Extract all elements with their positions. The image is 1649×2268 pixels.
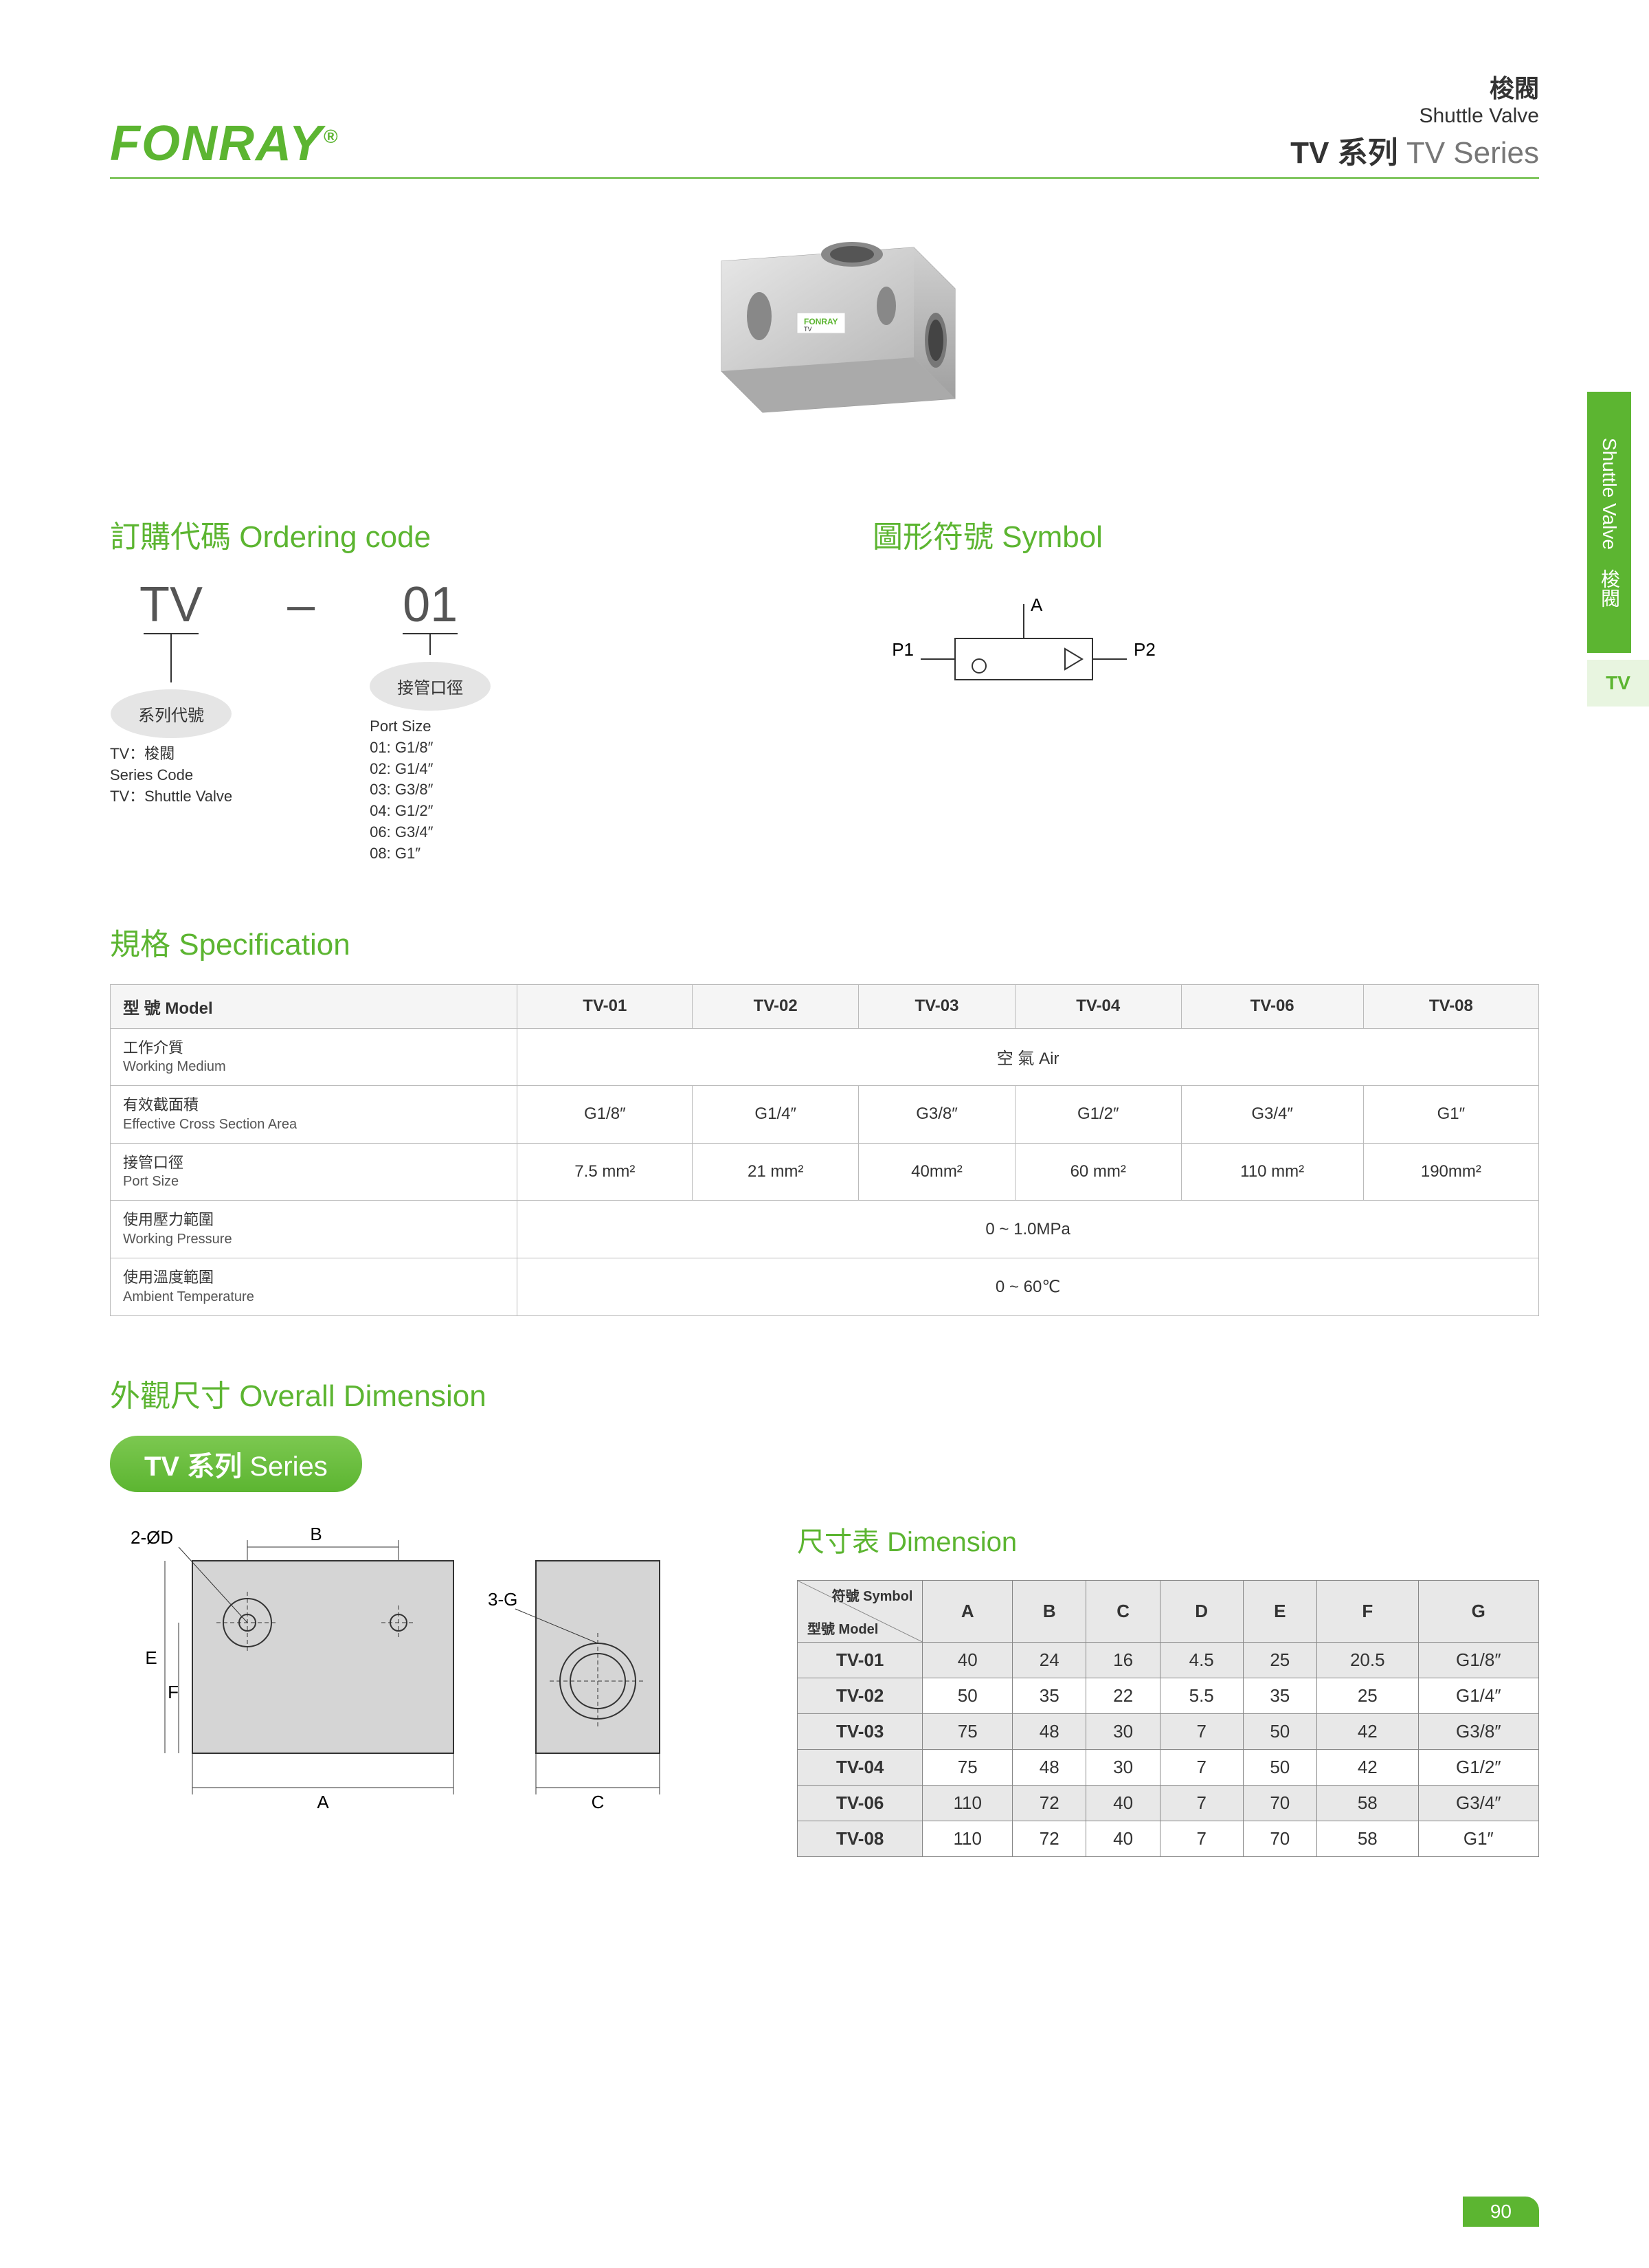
corner-header: 符號 Symbol 型號 Model xyxy=(798,1580,923,1642)
series-desc: TV：梭閥 Series Code TV：Shuttle Valve xyxy=(110,744,232,807)
title-en: Shuttle Valve xyxy=(1290,104,1539,128)
brand-text: FONRAY xyxy=(110,116,324,171)
svg-text:P1: P1 xyxy=(892,639,914,660)
port-desc: Port Size 01: G1/8″ 02: G1/4″ 03: G3/8″ … xyxy=(370,716,491,865)
spec-row: 使用溫度範圍Ambient Temperature 0 ~ 60℃ xyxy=(111,1258,1539,1315)
series-badge: TV 系列 Series xyxy=(110,1436,362,1492)
svg-text:FONRAY: FONRAY xyxy=(804,317,838,326)
series-cn: TV 系列 xyxy=(1290,136,1398,170)
ord-dash: – xyxy=(287,577,315,633)
symbol-section: 圖形符號 Symbol A P1 P2 xyxy=(873,512,1539,865)
svg-text:F: F xyxy=(168,1682,179,1702)
brand-logo: FONRAY® xyxy=(110,115,339,172)
symbol-title: 圖形符號 Symbol xyxy=(873,512,1539,556)
registered-mark: ® xyxy=(324,126,339,147)
dim-row: TV-025035225.53525G1/4″ xyxy=(798,1678,1539,1713)
ordering-section: 訂購代碼 Ordering code TV 系列代號 TV：梭閥 Series … xyxy=(110,512,776,865)
page-number: 90 xyxy=(1463,2197,1539,2227)
ordering-title: 訂購代碼 Ordering code xyxy=(110,512,776,556)
side-tab-code: TV xyxy=(1587,660,1649,707)
dimension-drawing: 2-ØD B E F A xyxy=(110,1520,728,1839)
dimension-title: 外觀尺寸 Overall Dimension xyxy=(110,1371,1539,1415)
dim-row: TV-08110724077058G1″ xyxy=(798,1821,1539,1856)
title-series: TV 系列 TV Series xyxy=(1290,128,1539,172)
bubble-port: 接管口徑 xyxy=(370,662,491,711)
svg-text:E: E xyxy=(145,1647,157,1668)
title-block: 梭閥 Shuttle Valve TV 系列 TV Series xyxy=(1290,69,1539,172)
ord-part2: 01 xyxy=(370,577,491,633)
side-tab: Shuttle Valve 梭閥 TV xyxy=(1587,392,1649,707)
svg-text:3-G: 3-G xyxy=(488,1589,517,1610)
title-cn: 梭閥 xyxy=(1290,69,1539,104)
dim-row: TV-06110724077058G3/4″ xyxy=(798,1785,1539,1821)
dim-row: TV-0375483075042G3/8″ xyxy=(798,1713,1539,1749)
spec-head-model: 型 號 Model xyxy=(111,984,517,1028)
bubble-series: 系列代號 xyxy=(111,689,232,738)
spec-row: 使用壓力範圍Working Pressure 0 ~ 1.0MPa xyxy=(111,1201,1539,1258)
svg-text:2-ØD: 2-ØD xyxy=(131,1527,173,1548)
dim-row: TV-014024164.52520.5G1/8″ xyxy=(798,1642,1539,1678)
svg-text:B: B xyxy=(310,1524,322,1544)
spec-row: 工作介質Working Medium 空 氣 Air xyxy=(111,1028,1539,1086)
dimension-table: 符號 Symbol 型號 Model A B C D E F G TV-0140… xyxy=(797,1580,1539,1857)
series-en: TV Series xyxy=(1406,136,1539,170)
spec-title: 規格 Specification xyxy=(110,920,1539,964)
svg-text:C: C xyxy=(592,1792,605,1812)
spec-row: 有效截面積Effective Cross Section Area G1/8″G… xyxy=(111,1086,1539,1144)
spec-row: 接管口徑Port Size 7.5 mm²21 mm²40mm² 60 mm²1… xyxy=(111,1143,1539,1201)
dim-row: TV-0475483075042G1/2″ xyxy=(798,1749,1539,1785)
spec-table: 型 號 Model TV-01 TV-02 TV-03 TV-04 TV-06 … xyxy=(110,984,1539,1316)
svg-text:TV: TV xyxy=(804,326,812,333)
ord-part1: TV xyxy=(110,577,232,633)
product-image: FONRAY TV xyxy=(110,220,1539,457)
svg-text:A: A xyxy=(317,1792,329,1812)
symbol-diagram: A P1 P2 xyxy=(873,577,1161,728)
svg-text:P2: P2 xyxy=(1134,639,1156,660)
dim-table-title: 尺寸表 Dimension xyxy=(797,1520,1539,1559)
header: FONRAY® 梭閥 Shuttle Valve TV 系列 TV Series xyxy=(110,69,1539,179)
svg-text:A: A xyxy=(1031,594,1043,615)
side-tab-label: Shuttle Valve 梭閥 xyxy=(1587,392,1631,653)
